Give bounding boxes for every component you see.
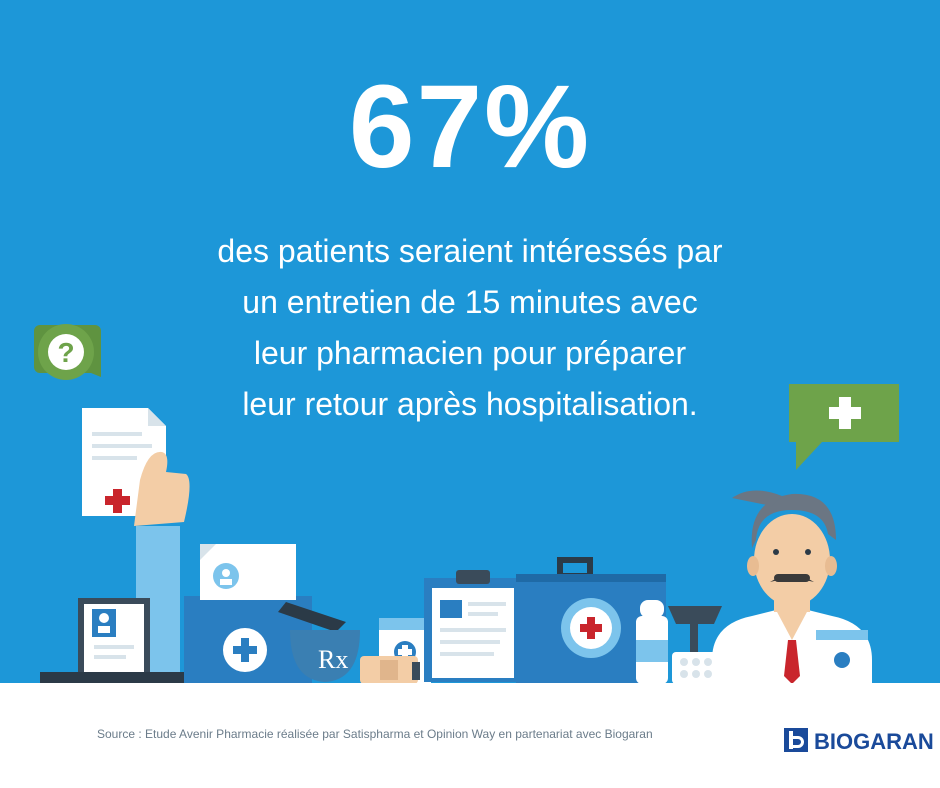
headline-description: des patients seraient intéressés par un … [0, 226, 940, 430]
medicine-jar-icon [816, 630, 868, 683]
source-citation: Source : Etude Avenir Pharmacie réalisée… [97, 727, 653, 741]
medicine-bottle-icon [636, 600, 668, 683]
bandage-icon [360, 656, 418, 683]
pharmacy-cross-bubble-icon [789, 384, 899, 470]
clipboard-icon [424, 570, 522, 682]
question-bubble-icon: ? [34, 324, 101, 380]
biogaran-logo-mark-icon [784, 728, 808, 752]
description-line: leur pharmacien pour préparer [253, 335, 687, 371]
logo-text: BIOGARAN [814, 729, 934, 754]
pharmacy-illustration: ? [34, 324, 899, 683]
hero-panel: ? [0, 0, 940, 683]
description-line: un entretien de 15 minutes avec [242, 284, 698, 320]
description-line: des patients seraient intéressés par [217, 233, 723, 269]
computer-monitor-icon [40, 598, 190, 683]
scale-icon [668, 606, 722, 654]
description-line: leur retour après hospitalisation. [242, 386, 698, 422]
mortar-rx-icon: Rx [278, 602, 360, 682]
svg-text:?: ? [57, 337, 74, 368]
footer: Source : Etude Avenir Pharmacie réalisée… [0, 683, 940, 788]
svg-text:Rx: Rx [318, 645, 348, 674]
headline-stat: 67% [348, 61, 592, 193]
